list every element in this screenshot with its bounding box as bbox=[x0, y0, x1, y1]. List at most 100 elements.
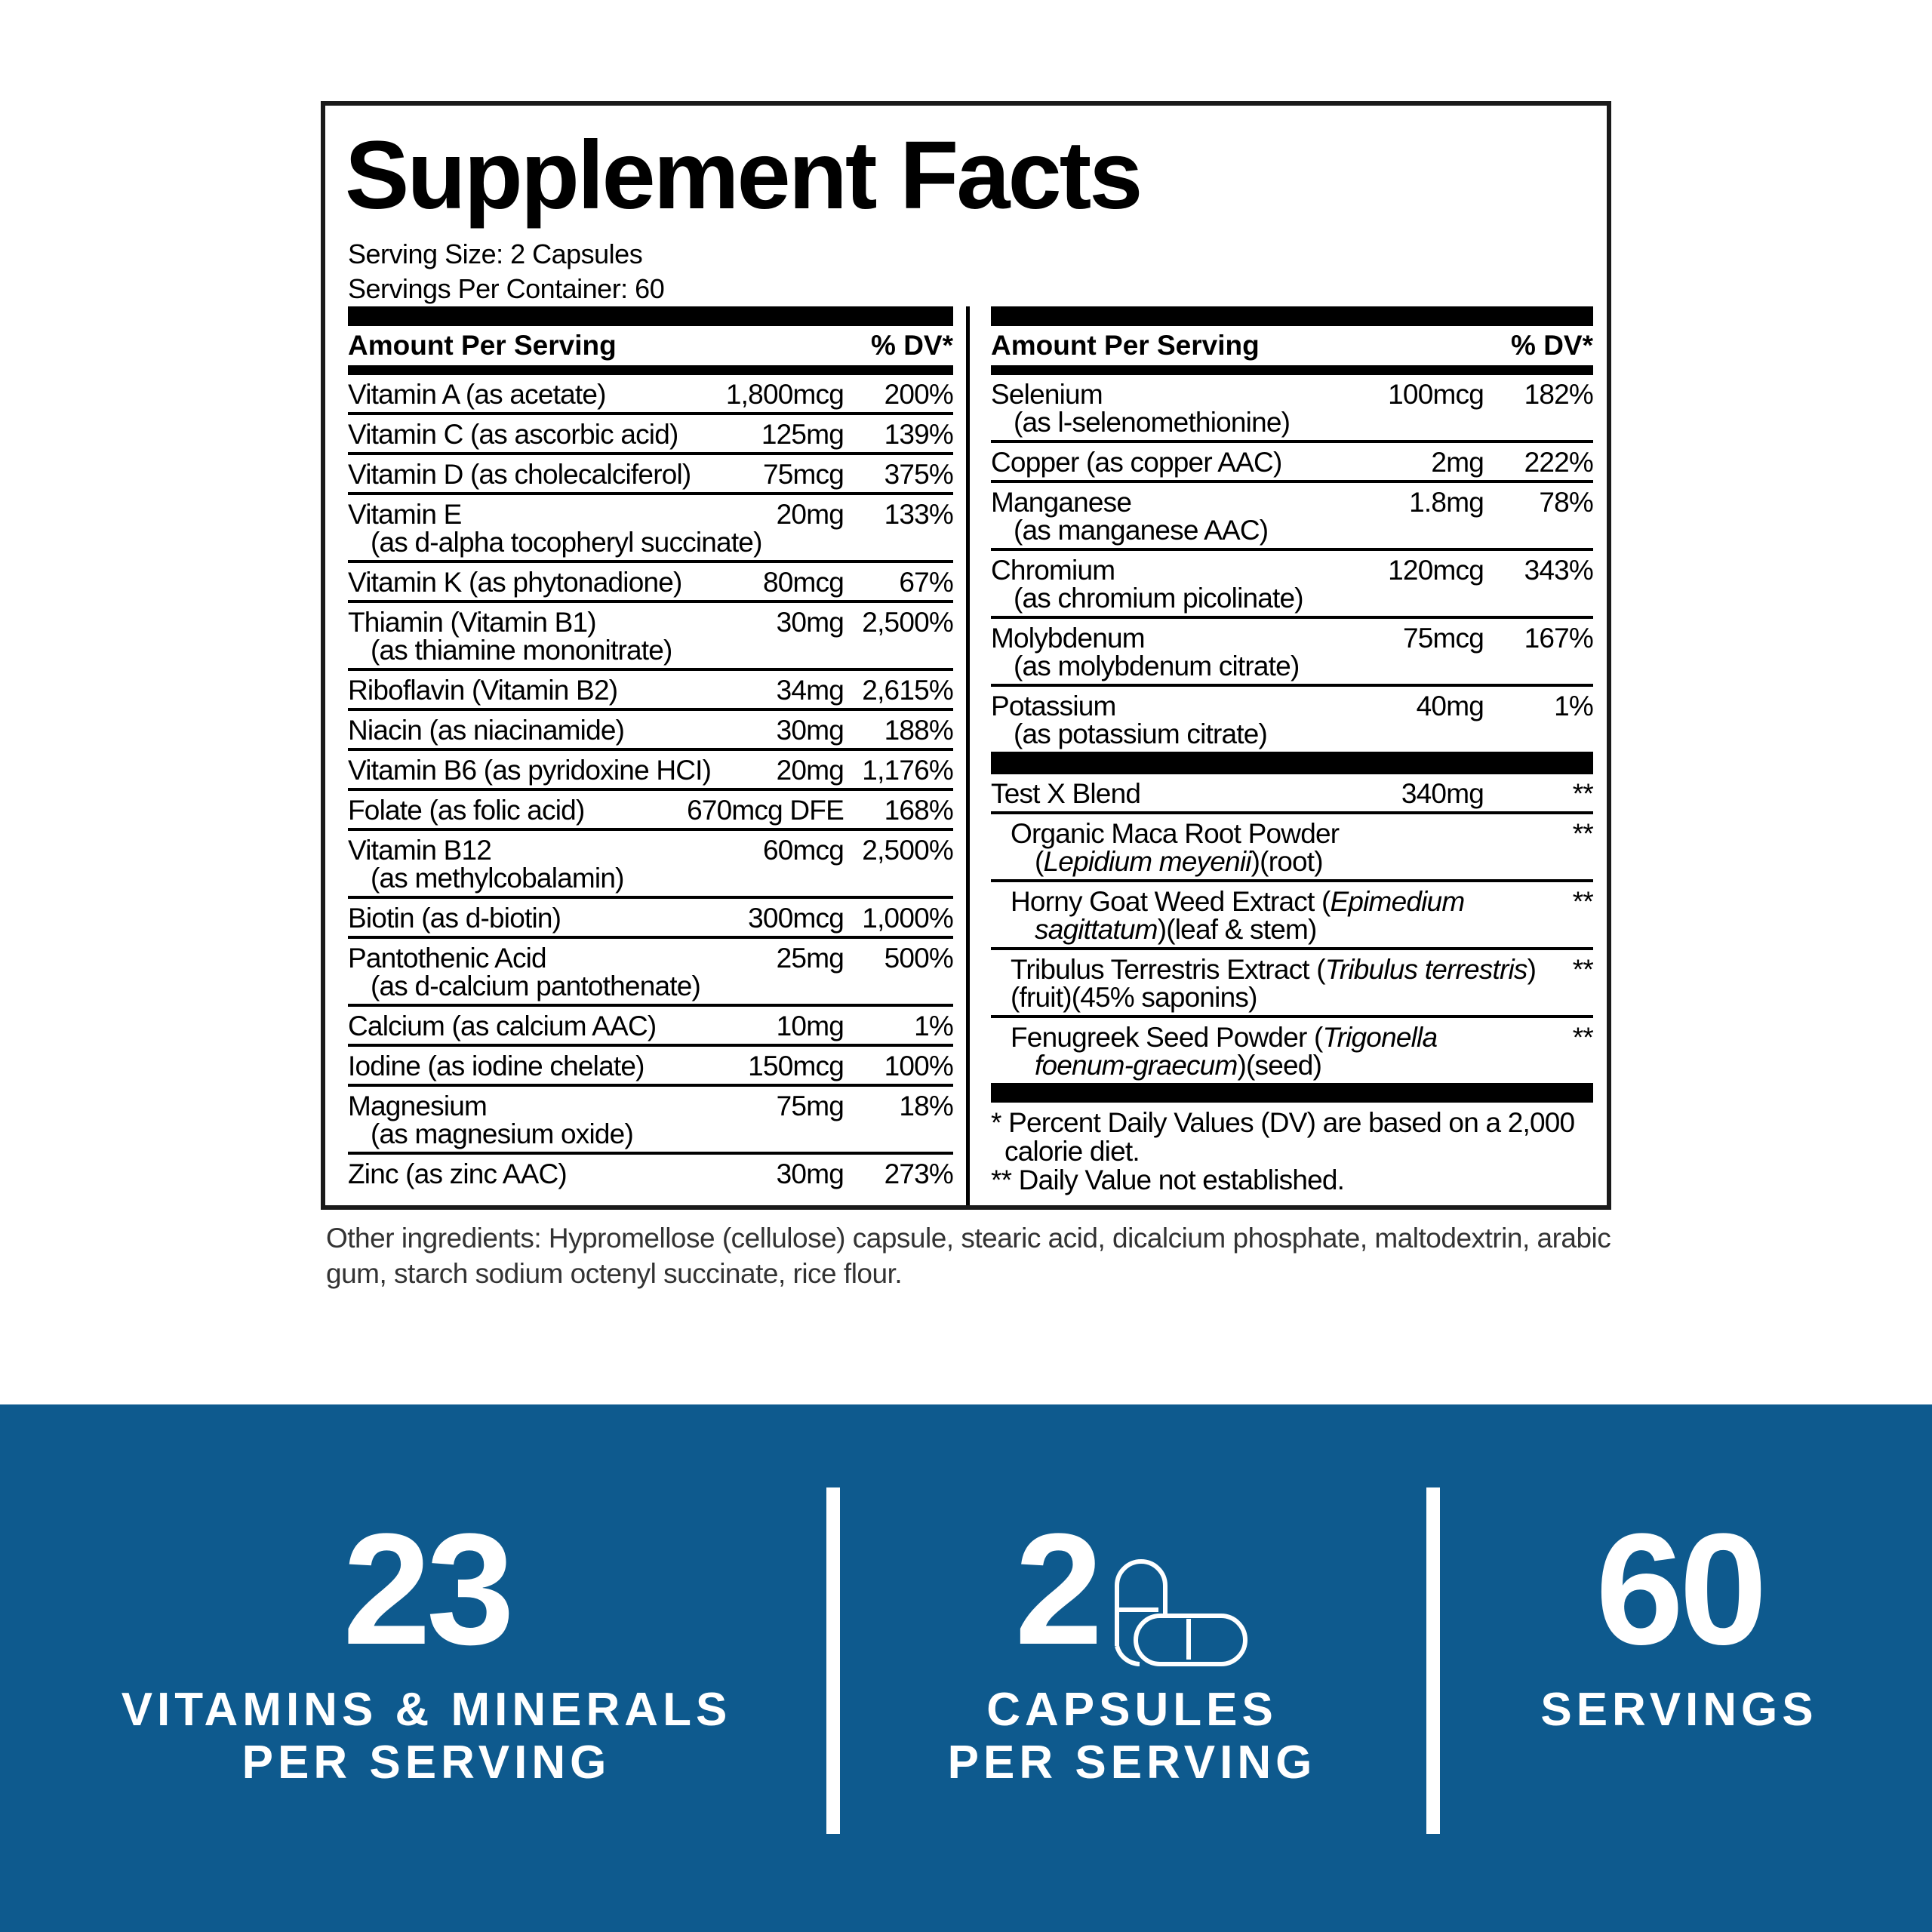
column-header: Amount Per Serving % DV* bbox=[991, 326, 1593, 375]
nutrient-dv: 343% bbox=[1524, 555, 1594, 586]
nutrient-dv: 167% bbox=[1524, 623, 1594, 654]
nutrient-source: (as methylcobalamin) bbox=[371, 863, 624, 894]
blend-ingredient-row: Fenugreek Seed Powder (Trigonella foenum-… bbox=[991, 1018, 1594, 1083]
nutrient-amount: 20mg bbox=[776, 755, 844, 786]
nutrient-name: Niacin (as niacinamide) bbox=[348, 715, 625, 746]
header-dv: % DV* bbox=[1511, 330, 1593, 361]
nutrient-row: Selenium 100mcg 182% (as l-selenomethionine… bbox=[991, 375, 1594, 443]
latin-name: Lepidium meyenii bbox=[1043, 846, 1252, 877]
stat-value: 23 bbox=[343, 1500, 515, 1678]
blend-ingredient-row: Horny Goat Weed Extract (Epimedium sagitt… bbox=[991, 882, 1594, 950]
nutrient-row: Potassium 40mg 1% (as potassium citrate) bbox=[991, 687, 1594, 755]
nutrient-name: Chromium bbox=[991, 555, 1115, 586]
nutrient-amount: 10mg bbox=[776, 1011, 844, 1041]
nutrient-row: Molybdenum 75mcg 167% (as molybdenum citrat… bbox=[991, 619, 1594, 687]
nutrient-amount: 34mg bbox=[776, 675, 844, 706]
blend-ingredient-dv: ** bbox=[1572, 954, 1594, 985]
nutrient-dv: 222% bbox=[1524, 447, 1594, 478]
nutrient-row: Vitamin D (as cholecalciferol) 75mcg 375% bbox=[348, 455, 954, 495]
nutrient-amount: 60mcg bbox=[762, 835, 844, 866]
nutrient-name: Vitamin C (as ascorbic acid) bbox=[348, 419, 678, 450]
blend-ingredient-name: Fenugreek Seed Powder (Trigonella foenum-… bbox=[991, 1023, 1555, 1079]
stat-label: SERVINGS bbox=[1540, 1684, 1818, 1736]
nutrient-amount: 20mg bbox=[776, 499, 844, 530]
nutrient-name: Magnesium bbox=[348, 1091, 488, 1121]
footnote-dv-cont: calorie diet. bbox=[1004, 1136, 1140, 1167]
nutrient-name: Selenium bbox=[991, 379, 1103, 410]
nutrient-dv: 1% bbox=[914, 1011, 954, 1041]
footnote-not-established: ** Daily Value not established. bbox=[991, 1164, 1345, 1195]
nutrient-dv: 1,000% bbox=[862, 903, 954, 934]
nutrient-row: Zinc (as zinc AAC) 30mg 273% bbox=[348, 1155, 954, 1192]
nutrient-dv: 2,500% bbox=[862, 835, 954, 866]
nutrient-name: Riboflavin (Vitamin B2) bbox=[348, 675, 618, 706]
ingredient-text: (fruit)(45% saponins) bbox=[1011, 982, 1257, 1013]
blend-ingredient-line: sagittatum)(leaf & stem) bbox=[991, 915, 1555, 943]
ingredient-text: Tribulus Terrestris Extract ( bbox=[1011, 954, 1326, 985]
nutrient-amount: 1,800mcg bbox=[725, 379, 844, 410]
nutrient-amount: 125mg bbox=[761, 419, 844, 450]
stat-label: PER SERVING bbox=[242, 1737, 611, 1789]
ingredient-text: )(leaf & stem) bbox=[1157, 914, 1318, 945]
nutrient-dv: 375% bbox=[884, 459, 954, 490]
blend-dv: ** bbox=[1572, 778, 1594, 809]
stat-capsules: 2 CAPSULES PER SERVING bbox=[849, 1510, 1415, 1789]
footnotes: * Percent Daily Values (DV) are based on… bbox=[991, 1103, 1593, 1195]
nutrient-row: Vitamin E 20mg 133% (as d-alpha tocopheryl … bbox=[348, 495, 954, 563]
nutrient-amount: 75mg bbox=[776, 1091, 844, 1121]
nutrient-amount: 30mg bbox=[776, 715, 844, 746]
blend-ingredient-dv: ** bbox=[1572, 886, 1594, 917]
nutrient-amount: 75mcg bbox=[1402, 623, 1484, 654]
nutrient-dv: 1,176% bbox=[862, 755, 954, 786]
stats-band: 23 VITAMINS & MINERALS PER SERVING 2 CAP… bbox=[0, 1404, 1932, 1932]
nutrient-dv: 200% bbox=[884, 379, 954, 410]
nutrient-row: Folate (as folic acid) 670mcg DFE 168% bbox=[348, 791, 954, 831]
nutrient-amount: 120mcg bbox=[1388, 555, 1484, 586]
nutrient-dv: 18% bbox=[899, 1091, 953, 1121]
stat-vitamins: 23 VITAMINS & MINERALS PER SERVING bbox=[45, 1510, 808, 1789]
nutrient-amount: 75mcg bbox=[762, 459, 844, 490]
supplement-facts-panel: Supplement Facts Serving Size: 2 Capsule… bbox=[321, 101, 1611, 1210]
blend-name: Test X Blend bbox=[991, 778, 1141, 809]
nutrient-dv: 168% bbox=[884, 795, 954, 826]
nutrient-name: Folate (as folic acid) bbox=[348, 795, 585, 826]
nutrient-row: Vitamin B6 (as pyridoxine HCI) 20mg 1,176% bbox=[348, 751, 954, 791]
ingredient-text: )(root) bbox=[1251, 846, 1324, 877]
nutrient-dv: 133% bbox=[884, 499, 954, 530]
nutrient-amount: 2mg bbox=[1431, 447, 1484, 478]
right-column: Amount Per Serving % DV* Selenium 100mcg 18… bbox=[991, 306, 1594, 1205]
latin-name: foenum-graecum bbox=[1035, 1050, 1238, 1081]
latin-name: Trigonella bbox=[1322, 1022, 1438, 1053]
blend-ingredient-line: Tribulus Terrestris Extract (Tribulus te… bbox=[991, 955, 1555, 983]
thick-rule bbox=[991, 755, 1593, 774]
blend-ingredient-name: Horny Goat Weed Extract (Epimedium sagitt… bbox=[991, 888, 1555, 943]
stat-divider bbox=[1426, 1487, 1440, 1834]
nutrient-amount: 300mcg bbox=[748, 903, 844, 934]
nutrient-dv: 2,500% bbox=[862, 607, 954, 638]
nutrient-source: (as manganese AAC) bbox=[1014, 515, 1269, 546]
nutrient-amount: 1.8mg bbox=[1409, 487, 1484, 518]
header-dv: % DV* bbox=[871, 330, 953, 361]
header-amount: Amount Per Serving bbox=[348, 330, 617, 361]
nutrient-name: Vitamin B12 bbox=[348, 835, 492, 866]
nutrient-dv: 78% bbox=[1539, 487, 1593, 518]
blend-ingredient-line: Fenugreek Seed Powder (Trigonella bbox=[991, 1023, 1555, 1051]
nutrient-name: Copper (as copper AAC) bbox=[991, 447, 1282, 478]
ingredient-text: ) bbox=[1527, 954, 1537, 985]
nutrient-name: Iodine (as iodine chelate) bbox=[348, 1051, 645, 1081]
nutrient-dv: 100% bbox=[884, 1051, 954, 1081]
nutrient-amount: 30mg bbox=[776, 1158, 844, 1189]
blend-ingredient-line: (fruit)(45% saponins) bbox=[991, 983, 1555, 1011]
latin-name: sagittatum bbox=[1035, 914, 1158, 945]
blend-row: Test X Blend 340mg ** bbox=[991, 774, 1594, 814]
blend-ingredient-name: Organic Maca Root Powder (Lepidium meyeni… bbox=[991, 820, 1555, 875]
blend-ingredient-line: (Lepidium meyenii)(root) bbox=[991, 848, 1555, 875]
ingredient-text: Fenugreek Seed Powder ( bbox=[1011, 1022, 1323, 1053]
thick-rule bbox=[348, 306, 953, 326]
stat-label: PER SERVING bbox=[947, 1737, 1317, 1789]
nutrient-amount: 670mcg DFE bbox=[687, 795, 844, 826]
nutrient-name: Vitamin A (as acetate) bbox=[348, 379, 606, 410]
nutrient-row: Manganese 1.8mg 78% (as manganese AAC) bbox=[991, 483, 1594, 551]
thick-rule bbox=[991, 306, 1593, 326]
nutrient-dv: 1% bbox=[1554, 691, 1594, 721]
